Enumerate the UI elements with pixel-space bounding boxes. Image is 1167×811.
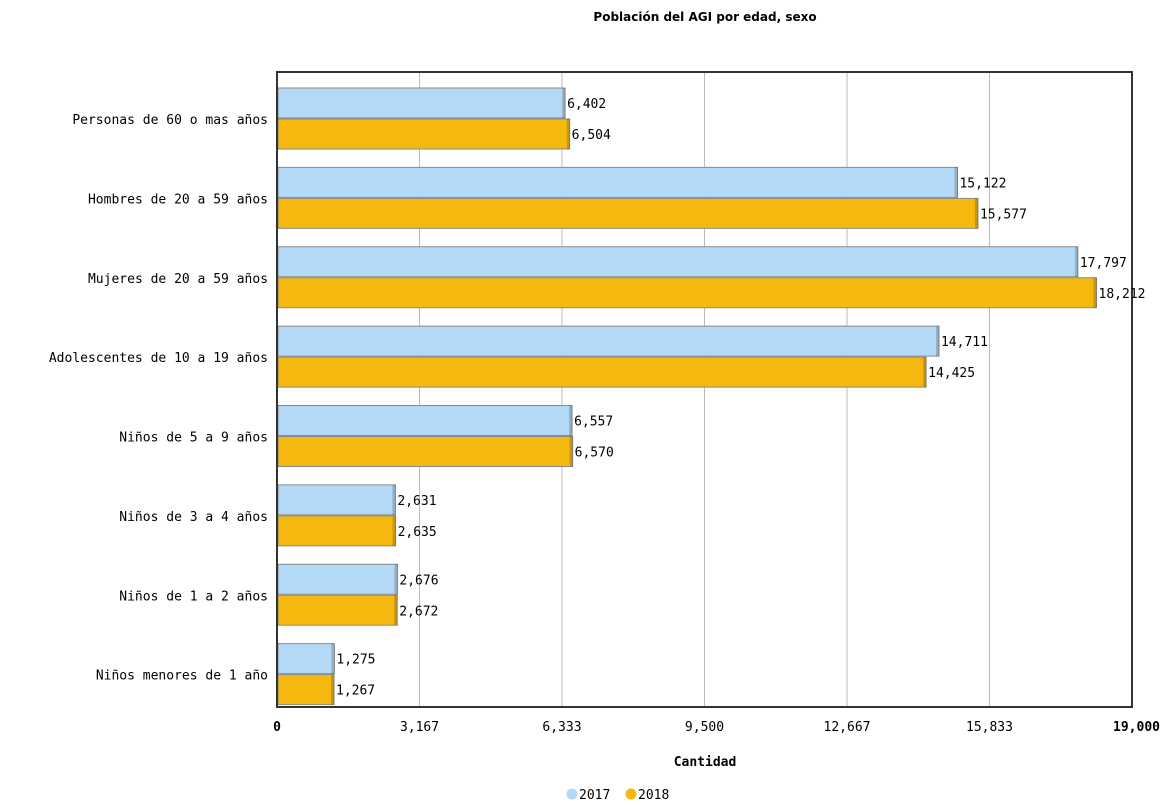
- bar-2017: [277, 643, 335, 675]
- x-tick-label: 9,500: [685, 720, 724, 735]
- bar-edge-shade: [331, 643, 335, 674]
- x-tick-label: 12,667: [824, 720, 871, 735]
- value-label: 17,797: [1080, 256, 1127, 271]
- bar-2017: [277, 87, 566, 119]
- value-label: 1,267: [336, 684, 375, 699]
- value-label: 14,425: [928, 366, 975, 381]
- bar-2018: [277, 118, 571, 150]
- category-label: Niños de 1 a 2 años: [119, 589, 268, 604]
- category-label: Niños de 5 a 9 años: [119, 431, 268, 446]
- legend-marker-2018: [625, 788, 637, 800]
- value-label: 2,672: [399, 604, 438, 619]
- value-label: 1,275: [336, 653, 375, 668]
- bar-2018: [277, 674, 335, 706]
- bar-edge-shade: [923, 357, 927, 388]
- bar-edge-shade: [392, 515, 396, 546]
- x-tick-label: 19,000: [1113, 720, 1160, 735]
- category-labels: Personas de 60 o mas años Hombres de 20 a…: [49, 113, 268, 684]
- value-label: 18,212: [1099, 287, 1146, 302]
- bar-edge-shade: [392, 484, 396, 515]
- category-label: Hombres de 20 a 59 años: [88, 192, 268, 207]
- value-label: 6,402: [567, 97, 606, 112]
- bar-2017: [277, 246, 1079, 278]
- legend-marker-2017: [566, 788, 578, 800]
- bar-2018: [277, 197, 979, 229]
- bar-edge-shade: [394, 564, 398, 595]
- value-label: 6,570: [575, 446, 614, 461]
- value-label: 2,635: [398, 525, 437, 540]
- category-label: Mujeres de 20 a 59 años: [88, 272, 268, 287]
- chart-title: Población del AGI por edad, sexo: [593, 10, 816, 24]
- bar-edge-shade: [954, 167, 958, 198]
- bar-edge-shade: [1093, 277, 1097, 308]
- value-label: 15,122: [959, 176, 1006, 191]
- bar-2018: [277, 515, 397, 547]
- bar-2018: [277, 277, 1098, 309]
- x-tick-label: 6,333: [542, 720, 581, 735]
- category-label: Adolescentes de 10 a 19 años: [49, 351, 268, 366]
- bar-2018: [277, 594, 398, 626]
- value-label: 15,577: [980, 207, 1027, 222]
- category-label: Niños de 3 a 4 años: [119, 510, 268, 525]
- bar-2017: [277, 325, 940, 357]
- category-label: Niños menores de 1 año: [96, 669, 268, 684]
- legend-label: 2018: [638, 788, 669, 803]
- x-axis-title: Cantidad: [674, 755, 737, 770]
- value-label: 2,676: [399, 573, 438, 588]
- value-label: 6,557: [574, 415, 613, 430]
- bar-2018: [277, 436, 574, 467]
- bar-edge-shade: [935, 326, 939, 357]
- x-tick-label: 3,167: [400, 720, 439, 735]
- bar-2017: [277, 166, 958, 198]
- value-label: 14,711: [941, 335, 988, 350]
- value-label: 6,504: [572, 128, 611, 143]
- bar-2018: [277, 356, 927, 388]
- bar-edge-shade: [974, 198, 978, 229]
- bars: [277, 87, 1098, 706]
- x-axis-ticks: 0 3,167 6,333 9,500 12,667 15,833 19,000: [273, 720, 1160, 735]
- bar-edge-shade: [562, 88, 566, 118]
- bar-2017: [277, 405, 573, 436]
- legend: 2017 2018: [566, 788, 669, 803]
- bar-edge-shade: [1074, 246, 1078, 277]
- legend-label: 2017: [579, 788, 610, 803]
- plot-frame: [276, 71, 1133, 708]
- bar-edge-shade: [331, 674, 335, 705]
- category-label: Personas de 60 o mas años: [72, 113, 268, 128]
- bar-2017: [277, 563, 398, 595]
- bar-2017: [277, 484, 396, 516]
- bar-edge-shade: [569, 405, 573, 436]
- bar-edge-shade: [394, 595, 398, 626]
- x-tick-label: 0: [273, 720, 281, 735]
- value-label: 2,631: [397, 494, 436, 509]
- value-labels: 6,402 6,504 15,122 15,577 17,797 18,212 14,711…: [336, 97, 1145, 699]
- bar-edge-shade: [569, 436, 573, 467]
- bar-edge-shade: [566, 119, 570, 149]
- x-tick-label: 15,833: [966, 720, 1013, 735]
